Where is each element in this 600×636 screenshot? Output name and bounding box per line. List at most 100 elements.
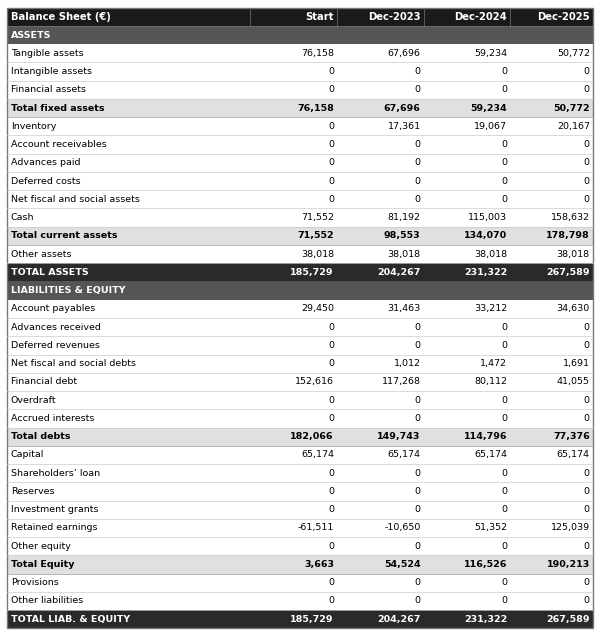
Text: 59,234: 59,234 [470,104,507,113]
Text: 17,361: 17,361 [388,122,421,131]
Text: 185,729: 185,729 [290,268,334,277]
Text: 29,450: 29,450 [301,305,334,314]
Text: 0: 0 [501,341,507,350]
Text: 185,729: 185,729 [290,615,334,624]
Bar [7,226,593,245]
Bar [7,501,593,519]
Text: 0: 0 [328,322,334,331]
Text: Inventory: Inventory [11,122,56,131]
Bar [7,135,593,154]
Bar [7,592,593,610]
Text: Total Equity: Total Equity [11,560,74,569]
Text: 182,066: 182,066 [290,432,334,441]
Text: 0: 0 [415,469,421,478]
Text: 116,526: 116,526 [464,560,507,569]
Bar [7,245,593,263]
Text: 0: 0 [415,597,421,605]
Text: Investment grants: Investment grants [11,505,98,514]
Text: Account payables: Account payables [11,305,95,314]
Text: 115,003: 115,003 [468,213,507,222]
Bar [7,574,593,592]
Text: -10,650: -10,650 [384,523,421,532]
Text: 1,691: 1,691 [563,359,590,368]
Text: 0: 0 [501,578,507,587]
Text: 59,234: 59,234 [474,49,507,58]
Bar [7,354,593,373]
Text: 267,589: 267,589 [546,615,590,624]
Text: 0: 0 [415,505,421,514]
Text: 0: 0 [328,177,334,186]
Text: 0: 0 [415,322,421,331]
Text: 80,112: 80,112 [474,377,507,387]
Text: 0: 0 [328,414,334,423]
Text: Overdraft: Overdraft [11,396,56,404]
Text: 0: 0 [415,578,421,587]
Text: 0: 0 [501,396,507,404]
Text: 134,070: 134,070 [464,232,507,240]
Bar [7,464,593,482]
Text: 0: 0 [501,177,507,186]
Text: 0: 0 [584,542,590,551]
Text: Start: Start [305,11,334,22]
Text: 34,630: 34,630 [557,305,590,314]
Text: Deferred revenues: Deferred revenues [11,341,100,350]
Text: 0: 0 [584,396,590,404]
Text: 65,174: 65,174 [557,450,590,459]
Bar [7,446,593,464]
Text: 0: 0 [501,414,507,423]
Text: Balance Sheet (€): Balance Sheet (€) [11,11,110,22]
Bar [7,8,593,26]
Text: 0: 0 [328,195,334,204]
Text: 0: 0 [328,140,334,149]
Text: 0: 0 [584,67,590,76]
Text: 0: 0 [328,85,334,94]
Text: 0: 0 [328,597,334,605]
Text: 41,055: 41,055 [557,377,590,387]
Bar [7,482,593,501]
Text: Other liabilities: Other liabilities [11,597,83,605]
Text: 0: 0 [501,487,507,496]
Bar [7,99,593,117]
Text: 0: 0 [584,158,590,167]
Text: 76,158: 76,158 [301,49,334,58]
Text: 65,174: 65,174 [301,450,334,459]
Bar [7,318,593,336]
Text: Financial assets: Financial assets [11,85,86,94]
Bar [7,209,593,226]
Bar [7,610,593,628]
Bar [7,537,593,555]
Bar [7,263,593,282]
Text: TOTAL LIAB. & EQUITY: TOTAL LIAB. & EQUITY [11,615,130,624]
Text: 0: 0 [328,359,334,368]
Text: 0: 0 [584,322,590,331]
Bar [7,427,593,446]
Text: 125,039: 125,039 [551,523,590,532]
Text: 0: 0 [501,158,507,167]
Text: 0: 0 [415,414,421,423]
Text: Net fiscal and social debts: Net fiscal and social debts [11,359,136,368]
Text: 0: 0 [415,67,421,76]
Text: 0: 0 [328,158,334,167]
Bar [7,44,593,62]
Text: 0: 0 [584,195,590,204]
Text: Total debts: Total debts [11,432,70,441]
Text: Account receivables: Account receivables [11,140,107,149]
Text: 0: 0 [501,140,507,149]
Text: 0: 0 [328,505,334,514]
Text: 0: 0 [328,122,334,131]
Text: 0: 0 [415,177,421,186]
Text: 0: 0 [501,322,507,331]
Text: 54,524: 54,524 [384,560,421,569]
Bar [7,282,593,300]
Bar [7,26,593,44]
Text: 0: 0 [584,505,590,514]
Bar [7,172,593,190]
Bar [7,519,593,537]
Text: 33,212: 33,212 [474,305,507,314]
Text: Tangible assets: Tangible assets [11,49,83,58]
Text: 0: 0 [584,597,590,605]
Text: 204,267: 204,267 [377,615,421,624]
Text: 0: 0 [584,177,590,186]
Text: Financial debt: Financial debt [11,377,77,387]
Bar [7,373,593,391]
